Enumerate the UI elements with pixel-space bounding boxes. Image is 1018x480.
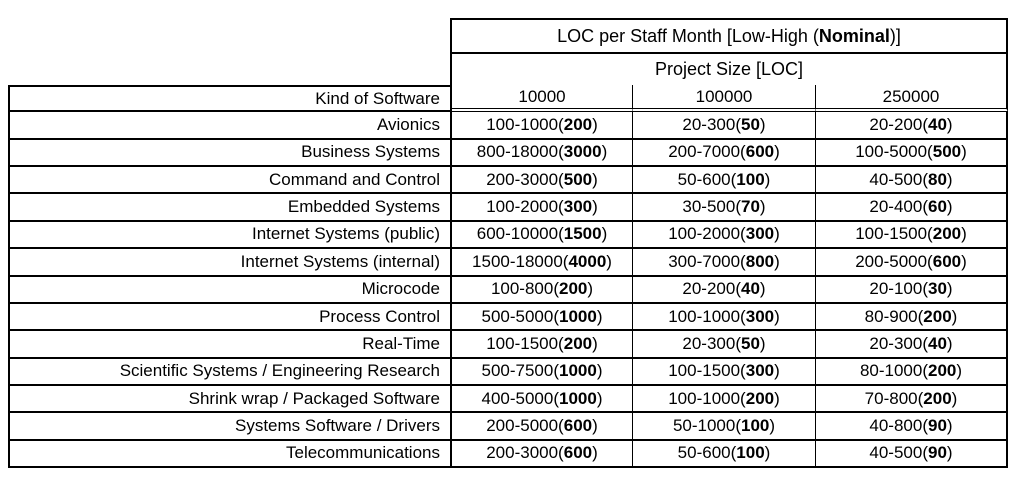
- value-cell-250000: 40-800(90): [815, 413, 1008, 441]
- value-cell-10000: 500-5000(1000): [452, 303, 632, 332]
- value-cell-100000: 30-500(70): [632, 194, 815, 222]
- kind-of-software-header: Kind of Software: [8, 85, 452, 113]
- value-cell-10000: 200-5000(600): [452, 413, 632, 441]
- value-cell-250000: 70-800(200): [815, 385, 1008, 414]
- kind-cell: Shrink wrap / Packaged Software: [8, 385, 452, 414]
- value-cell-250000: 80-1000(200): [815, 358, 1008, 386]
- value-cell-250000: 20-400(60): [815, 194, 1008, 222]
- value-cell-10000: 100-1500(200): [452, 331, 632, 359]
- value-cell-250000: 200-5000(600): [815, 249, 1008, 277]
- value-cell-100000: 20-300(50): [632, 331, 815, 359]
- value-cell-10000: 200-3000(500): [452, 167, 632, 195]
- value-cell-10000: 200-3000(600): [452, 440, 632, 469]
- value-cell-250000: 40-500(80): [815, 167, 1008, 195]
- kind-cell: Internet Systems (public): [8, 221, 452, 250]
- size-column-header-100000: 100000: [632, 85, 815, 113]
- value-cell-100000: 100-1500(300): [632, 358, 815, 386]
- value-cell-100000: 20-200(40): [632, 276, 815, 304]
- value-cell-100000: 50-1000(100): [632, 413, 815, 441]
- value-cell-250000: 40-500(90): [815, 440, 1008, 469]
- table-header-block: LOC per Staff Month [Low-High (Nominal)]…: [450, 18, 1008, 85]
- size-column-header-10000: 10000: [452, 85, 632, 113]
- value-cell-100000: 300-7000(800): [632, 249, 815, 277]
- kind-cell: Internet Systems (internal): [8, 249, 452, 277]
- table-title: LOC per Staff Month [Low-High (Nominal)]: [452, 20, 1006, 54]
- kind-cell: Embedded Systems: [8, 194, 452, 222]
- value-cell-10000: 500-7500(1000): [452, 358, 632, 386]
- project-size-header: Project Size [LOC]: [654, 59, 804, 79]
- kind-cell: Real-Time: [8, 331, 452, 359]
- value-cell-10000: 100-1000(200): [452, 112, 632, 140]
- value-cell-100000: 200-7000(600): [632, 139, 815, 168]
- kind-cell: Scientific Systems / Engineering Researc…: [8, 358, 452, 386]
- value-cell-250000: 20-200(40): [815, 112, 1008, 140]
- kind-cell: Microcode: [8, 276, 452, 304]
- kind-cell: Systems Software / Drivers: [8, 413, 452, 441]
- value-cell-10000: 100-800(200): [452, 276, 632, 304]
- value-cell-250000: 20-100(30): [815, 276, 1008, 304]
- kind-cell: Process Control: [8, 303, 452, 332]
- kind-cell: Avionics: [8, 112, 452, 140]
- kind-cell: Business Systems: [8, 139, 452, 168]
- table-title-nominal: Nominal: [818, 25, 890, 46]
- size-column-header-250000: 250000: [815, 85, 1008, 113]
- table-title-suffix: )]: [889, 25, 901, 46]
- table-title-prefix: LOC per Staff Month [Low-High (: [557, 25, 819, 46]
- table-grid: Kind of Software 10000 100000 250000 Avi…: [8, 85, 1008, 469]
- value-cell-100000: 100-1000(200): [632, 385, 815, 414]
- value-cell-10000: 800-18000(3000): [452, 139, 632, 168]
- value-cell-10000: 100-2000(300): [452, 194, 632, 222]
- value-cell-250000: 100-5000(500): [815, 139, 1008, 168]
- value-cell-250000: 100-1500(200): [815, 221, 1008, 250]
- value-cell-10000: 1500-18000(4000): [452, 249, 632, 277]
- value-cell-100000: 20-300(50): [632, 112, 815, 140]
- value-cell-250000: 80-900(200): [815, 303, 1008, 332]
- value-cell-250000: 20-300(40): [815, 331, 1008, 359]
- kind-cell: Command and Control: [8, 167, 452, 195]
- value-cell-100000: 100-1000(300): [632, 303, 815, 332]
- value-cell-100000: 50-600(100): [632, 167, 815, 195]
- value-cell-10000: 600-10000(1500): [452, 221, 632, 250]
- value-cell-100000: 100-2000(300): [632, 221, 815, 250]
- value-cell-100000: 50-600(100): [632, 440, 815, 469]
- value-cell-10000: 400-5000(1000): [452, 385, 632, 414]
- kind-cell: Telecommunications: [8, 440, 452, 469]
